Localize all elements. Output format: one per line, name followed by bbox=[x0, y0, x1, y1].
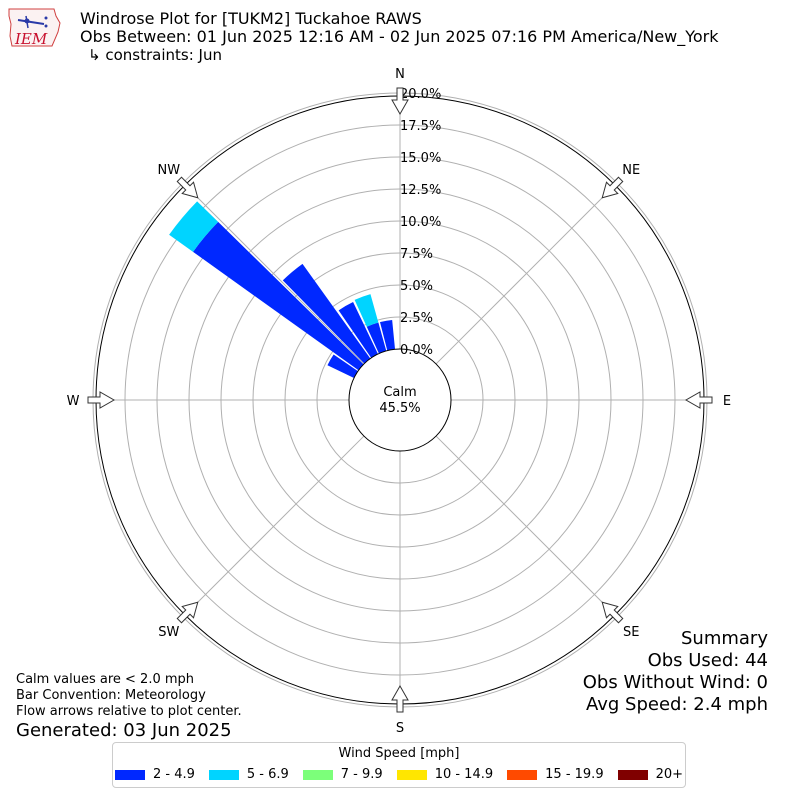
windrose-bars bbox=[169, 201, 396, 378]
flow-arrow bbox=[601, 601, 624, 624]
legend-label: 15 - 19.9 bbox=[545, 767, 604, 782]
obs-period: Obs Between: 01 Jun 2025 12:16 AM - 02 J… bbox=[80, 27, 719, 46]
legend-swatch bbox=[507, 769, 538, 780]
direction-label: NE bbox=[622, 163, 640, 178]
direction-label: W bbox=[67, 394, 80, 409]
windrose-bar-segment bbox=[366, 322, 387, 354]
legend-swatch bbox=[208, 769, 239, 780]
legend-items: 2 - 4.9 5 - 6.9 7 - 9.9 10 - 14.9 15 - 19.9 2… bbox=[113, 767, 685, 782]
legend-item: 20+ bbox=[617, 767, 684, 782]
flow-arrow bbox=[176, 601, 199, 624]
radial-tick-label: 7.5% bbox=[400, 247, 433, 262]
flow-arrows-note: Flow arrows relative to plot center. bbox=[16, 704, 242, 719]
radial-tick-label: 5.0% bbox=[400, 279, 433, 294]
notes-block: Calm values are < 2.0 mph Bar Convention… bbox=[16, 672, 242, 742]
generated-date: Generated: 03 Jun 2025 bbox=[16, 720, 232, 741]
direction-label: S bbox=[396, 721, 404, 736]
radial-tick-labels: 0.0% 2.5% 5.0% 7.5% 10.0% 12.5% 15.0% 17.5% 20.0… bbox=[400, 87, 441, 358]
logo-text: IEM bbox=[14, 30, 48, 48]
direction-label: E bbox=[723, 394, 731, 409]
radial-tick-label: 15.0% bbox=[400, 151, 441, 166]
obs-without-wind: Obs Without Wind: 0 bbox=[582, 672, 768, 693]
avg-speed: Avg Speed: 2.4 mph bbox=[586, 694, 768, 715]
iem-logo: IEM bbox=[6, 6, 62, 50]
radial-tick-label: 2.5% bbox=[400, 311, 433, 326]
flow-arrow bbox=[391, 684, 409, 713]
summary-title: Summary bbox=[681, 628, 768, 649]
grid-spoke bbox=[184, 184, 365, 365]
windrose-bar-segment bbox=[338, 302, 378, 358]
radial-tick-label: 12.5% bbox=[400, 183, 441, 198]
legend-label: 5 - 6.9 bbox=[246, 767, 289, 782]
calm-circle-group: Calm 45.5% bbox=[348, 348, 452, 452]
radial-tick-label: 10.0% bbox=[400, 215, 441, 230]
iem-logo-graphic: IEM bbox=[8, 8, 61, 48]
flow-arrow bbox=[87, 391, 116, 409]
obs-used: Obs Used: 44 bbox=[647, 650, 768, 671]
legend-swatch bbox=[114, 769, 145, 780]
constraints-text: ↳ constraints: Jun bbox=[88, 46, 222, 64]
legend-label: 20+ bbox=[655, 767, 684, 782]
grid-spoke bbox=[184, 435, 365, 616]
calm-value: 45.5% bbox=[379, 401, 420, 416]
legend-item: 2 - 4.9 bbox=[114, 767, 195, 782]
grid-spoke bbox=[435, 184, 616, 365]
calm-label: Calm bbox=[383, 385, 416, 400]
direction-label: N bbox=[395, 67, 405, 82]
direction-label: SE bbox=[623, 625, 639, 640]
radial-tick-label: 0.0% bbox=[400, 343, 433, 358]
flow-arrow bbox=[684, 391, 713, 409]
legend-label: 10 - 14.9 bbox=[434, 767, 494, 782]
legend-label: 7 - 9.9 bbox=[340, 767, 383, 782]
calm-note: Calm values are < 2.0 mph bbox=[16, 672, 195, 687]
legend-item: 5 - 6.9 bbox=[208, 767, 289, 782]
direction-label: NW bbox=[157, 163, 180, 178]
legend-item: 10 - 14.9 bbox=[396, 767, 494, 782]
flow-arrow bbox=[391, 87, 409, 116]
direction-labels: N NE E SE S SW W NW bbox=[67, 67, 732, 736]
windrose-bar-segment bbox=[169, 201, 219, 252]
legend-item: 7 - 9.9 bbox=[302, 767, 383, 782]
bar-convention-note: Bar Convention: Meteorology bbox=[16, 688, 206, 703]
windrose-bar-segment bbox=[379, 319, 396, 351]
flow-arrow bbox=[601, 176, 624, 199]
flow-arrow bbox=[176, 176, 199, 199]
legend-title: Wind Speed [mph] bbox=[338, 746, 460, 761]
summary-block: Summary Obs Used: 44 Obs Without Wind: 0… bbox=[583, 628, 768, 716]
plot-title: Windrose Plot for [TUKM2] Tuckahoe RAWS bbox=[80, 9, 422, 28]
legend-swatch bbox=[617, 769, 648, 780]
legend-label: 2 - 4.9 bbox=[152, 767, 195, 782]
legend-item: 15 - 19.9 bbox=[507, 767, 604, 782]
legend-swatch bbox=[396, 769, 427, 780]
radial-tick-label: 17.5% bbox=[400, 119, 441, 134]
flow-arrows bbox=[87, 87, 713, 713]
windrose-bar-segment bbox=[354, 294, 379, 327]
legend: Wind Speed [mph] 2 - 4.9 5 - 6.9 7 - 9.9 10… bbox=[112, 742, 686, 788]
title-block: Windrose Plot for [TUKM2] Tuckahoe RAWS … bbox=[80, 9, 719, 65]
radial-tick-label: 20.0% bbox=[400, 87, 441, 102]
grid-spoke bbox=[435, 435, 616, 616]
legend-swatch bbox=[302, 769, 333, 780]
calm-circle bbox=[348, 348, 452, 452]
windrose-bar-segment bbox=[327, 354, 358, 378]
windrose-bar-segment bbox=[282, 263, 371, 364]
direction-label: SW bbox=[158, 625, 179, 640]
windrose-bar-segment bbox=[193, 221, 364, 371]
